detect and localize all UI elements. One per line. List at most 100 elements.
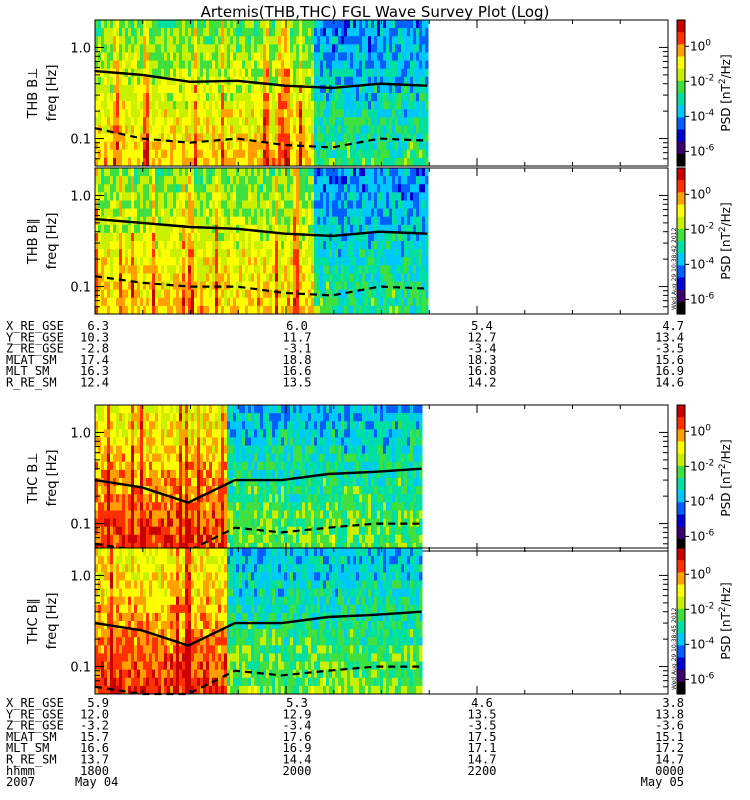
spectrogram-cell — [368, 184, 372, 193]
spectrogram-cell — [320, 60, 324, 70]
spectrogram-cell — [179, 445, 183, 455]
spectrogram-cell — [224, 469, 228, 479]
spectrogram-cell — [209, 502, 213, 511]
spectrogram-cell — [212, 281, 216, 291]
spectrogram-cell — [221, 200, 225, 210]
spectrogram-cell — [278, 93, 282, 102]
spectrogram-cell — [188, 478, 192, 487]
spectrogram-cell — [368, 208, 372, 218]
spectrogram-cell — [119, 141, 123, 151]
spectrogram-cell — [395, 125, 399, 135]
spectrogram-cell — [215, 60, 219, 70]
spectrogram-cell — [278, 141, 282, 151]
spectrogram-cell — [203, 257, 207, 266]
spectrogram-cell — [284, 84, 288, 94]
spectrogram-cell — [107, 20, 111, 29]
spectrogram-cell — [359, 84, 363, 94]
spectrogram-cell — [137, 265, 141, 274]
spectrogram-cell — [392, 200, 396, 210]
spectrogram-cell — [410, 28, 414, 37]
spectrogram-cell — [302, 232, 306, 242]
spectrogram-cell — [113, 241, 117, 250]
spectrogram-cell — [98, 265, 102, 274]
spectrogram-cell — [212, 265, 216, 274]
spectrogram-cell — [200, 68, 204, 78]
spectrogram-cell — [236, 125, 240, 135]
spectrogram-cell — [326, 117, 330, 126]
spectrogram-cell — [98, 486, 102, 495]
spectrogram-cell — [185, 216, 189, 226]
spectrogram-cell — [179, 192, 183, 201]
spectrogram-cell — [173, 117, 177, 126]
spectrogram-cell — [152, 36, 156, 45]
spectrogram-cell — [311, 101, 315, 110]
spectrogram-cell — [227, 200, 231, 210]
spectrogram-cell — [335, 249, 339, 258]
spectrogram-cell — [419, 76, 423, 86]
spectrogram-cell — [215, 176, 219, 185]
spectrogram-cell — [350, 76, 354, 86]
spectrogram-cell — [170, 542, 174, 552]
spectrogram-cell — [335, 192, 339, 201]
spectrogram-cell — [158, 289, 162, 299]
spectrogram-cell — [350, 176, 354, 185]
spectrogram-cell — [200, 101, 204, 110]
spectrogram-cell — [173, 421, 177, 430]
spectrogram-cell — [353, 257, 357, 266]
spectrogram-cell — [233, 44, 237, 53]
spectrogram-cell — [140, 461, 144, 471]
spectrogram-cell — [215, 445, 219, 455]
spectrogram-cell — [299, 265, 303, 274]
spectrogram-cell — [191, 405, 195, 414]
spectrogram-cell — [410, 52, 414, 62]
spectrogram-cell — [266, 84, 270, 94]
spectrogram-cell — [248, 101, 252, 110]
spectrogram-cell — [410, 20, 414, 29]
spectrogram-cell — [365, 249, 369, 258]
spectrogram-cell — [311, 84, 315, 94]
spectrogram-cell — [284, 28, 288, 37]
spectrogram-cell — [200, 141, 204, 151]
spectrogram-cell — [356, 93, 360, 102]
spectrogram-cell — [236, 437, 240, 447]
spectrogram-cell — [131, 184, 135, 193]
spectrogram-cell — [173, 461, 177, 471]
spectrogram-cell — [209, 542, 213, 552]
spectrogram-cell — [158, 413, 162, 422]
spectrogram-cell — [392, 305, 396, 315]
spectrogram-cell — [266, 168, 270, 177]
spectrogram-cell — [119, 168, 123, 177]
spectrogram-cell — [173, 20, 177, 29]
spectrogram-cell — [395, 20, 399, 29]
spectrogram-cell — [374, 273, 378, 283]
spectrogram-cell — [197, 125, 201, 135]
spectrogram-cell — [329, 232, 333, 242]
spectrogram-cell — [215, 469, 219, 479]
spectrogram-cell — [332, 192, 336, 201]
spectrogram-cell — [416, 93, 420, 102]
spectrogram-cell — [353, 68, 357, 78]
spectrogram-cell — [413, 93, 417, 102]
spectrogram-cell — [179, 265, 183, 274]
spectrogram-cell — [155, 133, 159, 143]
spectrogram-cell — [353, 281, 357, 291]
spectrogram-cell — [302, 192, 306, 201]
spectrogram-cell — [263, 157, 267, 167]
spectrogram-cell — [383, 208, 387, 218]
spectrogram-cell — [212, 413, 216, 422]
spectrogram-cell — [386, 249, 390, 258]
spectrogram-cell — [389, 200, 393, 210]
spectrogram-cell — [257, 232, 261, 242]
spectrogram-cell — [266, 52, 270, 62]
spectrogram-cell — [176, 101, 180, 110]
spectrogram-cell — [134, 542, 138, 552]
spectrogram-cell — [122, 502, 126, 511]
spectrogram-cell — [134, 478, 138, 487]
spectrogram-cell — [101, 413, 105, 422]
spectrogram-cell — [299, 297, 303, 307]
spectrogram-cell — [140, 453, 144, 463]
spectrogram-cell — [167, 200, 171, 210]
spectrogram-cell — [350, 60, 354, 70]
spectrogram-cell — [215, 413, 219, 422]
spectrogram-cell — [218, 257, 222, 266]
